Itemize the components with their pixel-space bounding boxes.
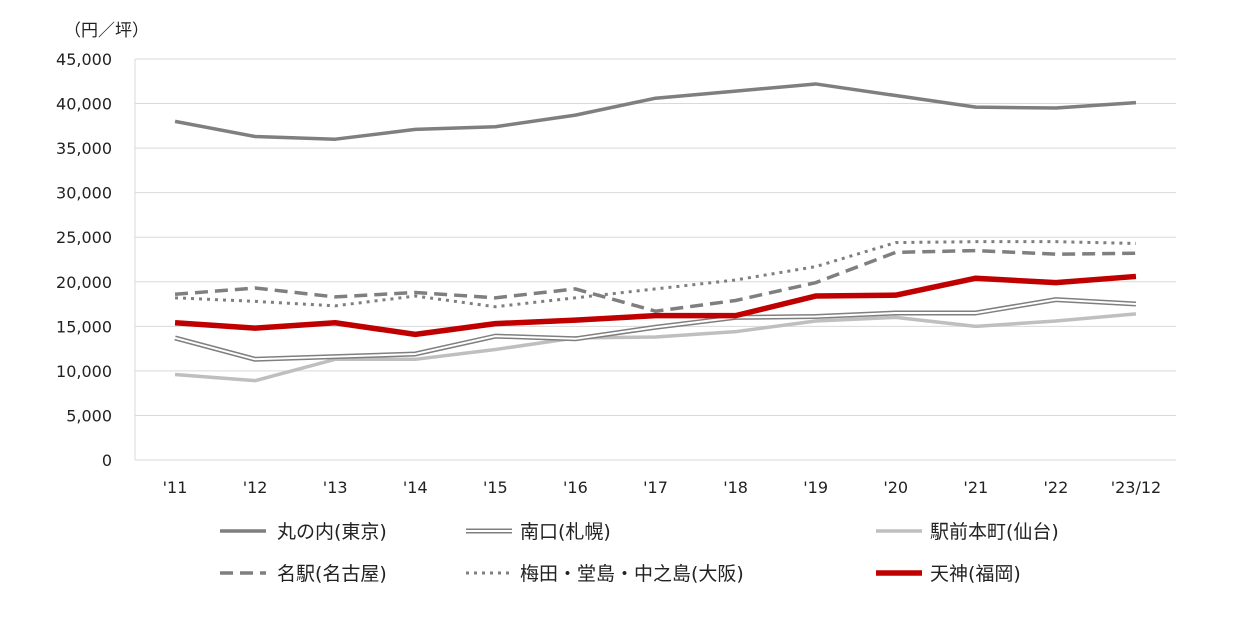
legend-item: 天神(福岡) xyxy=(876,563,1021,585)
x-axis: '11 '12 '13 '14 '15 '16 '17 '18 '19 '20 '21 '22 '23/… xyxy=(163,478,1162,497)
legend-label: 駅前本町(仙台) xyxy=(930,521,1059,543)
grid-lines xyxy=(135,58,1176,416)
x-tick-label: '17 xyxy=(643,478,668,497)
legend-item: 梅田・堂島・中之島(大阪) xyxy=(466,563,744,585)
x-tick-label: '19 xyxy=(803,478,828,497)
x-tick-label: '20 xyxy=(883,478,908,497)
series-0 xyxy=(174,82,1137,141)
series-line-0 xyxy=(174,82,1137,141)
x-tick-label: '22 xyxy=(1044,478,1069,497)
legend-label: 名駅(名古屋) xyxy=(277,563,387,585)
legend-label: 天神(福岡) xyxy=(930,563,1021,585)
unit-label: （円／坪） xyxy=(64,21,149,41)
x-tick-label: '16 xyxy=(563,478,588,497)
y-tick-label: 25,000 xyxy=(56,228,112,247)
x-tick-label: '21 xyxy=(963,478,988,497)
series-2 xyxy=(174,312,1137,383)
series-line-3 xyxy=(174,248,1136,313)
series-line-1-inner xyxy=(174,298,1137,361)
series-1 xyxy=(174,297,1137,362)
series-lines xyxy=(174,82,1137,383)
y-tick-label: 5,000 xyxy=(66,406,112,425)
y-axis: 0 5,000 10,000 15,000 20,000 25,000 30,000 35,0… xyxy=(56,50,1176,470)
y-tick-label: 20,000 xyxy=(56,273,112,292)
y-tick-label: 35,000 xyxy=(56,139,112,158)
series-5 xyxy=(174,273,1137,338)
series-line-1-outer xyxy=(174,297,1137,362)
legend-label: 南口(札幌) xyxy=(520,521,611,543)
legend-item: 丸の内(東京) xyxy=(220,521,387,543)
x-tick-label: '15 xyxy=(483,478,508,497)
series-4 xyxy=(174,240,1136,309)
series-line-4 xyxy=(174,240,1136,309)
y-tick-label: 0 xyxy=(102,451,112,470)
legend-item: 駅前本町(仙台) xyxy=(876,521,1059,543)
legend-label: 梅田・堂島・中之島(大阪) xyxy=(520,563,744,585)
y-tick-label: 15,000 xyxy=(56,317,112,336)
legend-item: 南口(札幌) xyxy=(466,521,611,543)
legend: 丸の内(東京) 南口(札幌) 駅前本町(仙台) 名駅(名古屋) 梅田・堂島・中之島(大阪… xyxy=(220,521,1059,585)
x-tick-label: '18 xyxy=(723,478,748,497)
y-tick-label: 30,000 xyxy=(56,184,112,203)
x-tick-label: '12 xyxy=(243,478,268,497)
y-tick-label: 10,000 xyxy=(56,362,112,381)
series-line-5 xyxy=(174,273,1137,338)
series-line-2 xyxy=(174,312,1137,383)
x-tick-label: '11 xyxy=(163,478,188,497)
x-tick-label: '23/12 xyxy=(1111,478,1162,497)
x-tick-label: '13 xyxy=(323,478,348,497)
legend-item: 名駅(名古屋) xyxy=(220,563,387,585)
y-tick-label: 40,000 xyxy=(56,95,112,114)
series-3 xyxy=(174,248,1136,313)
x-tick-label: '14 xyxy=(403,478,428,497)
legend-label: 丸の内(東京) xyxy=(277,521,387,543)
y-tick-label: 45,000 xyxy=(56,50,112,69)
